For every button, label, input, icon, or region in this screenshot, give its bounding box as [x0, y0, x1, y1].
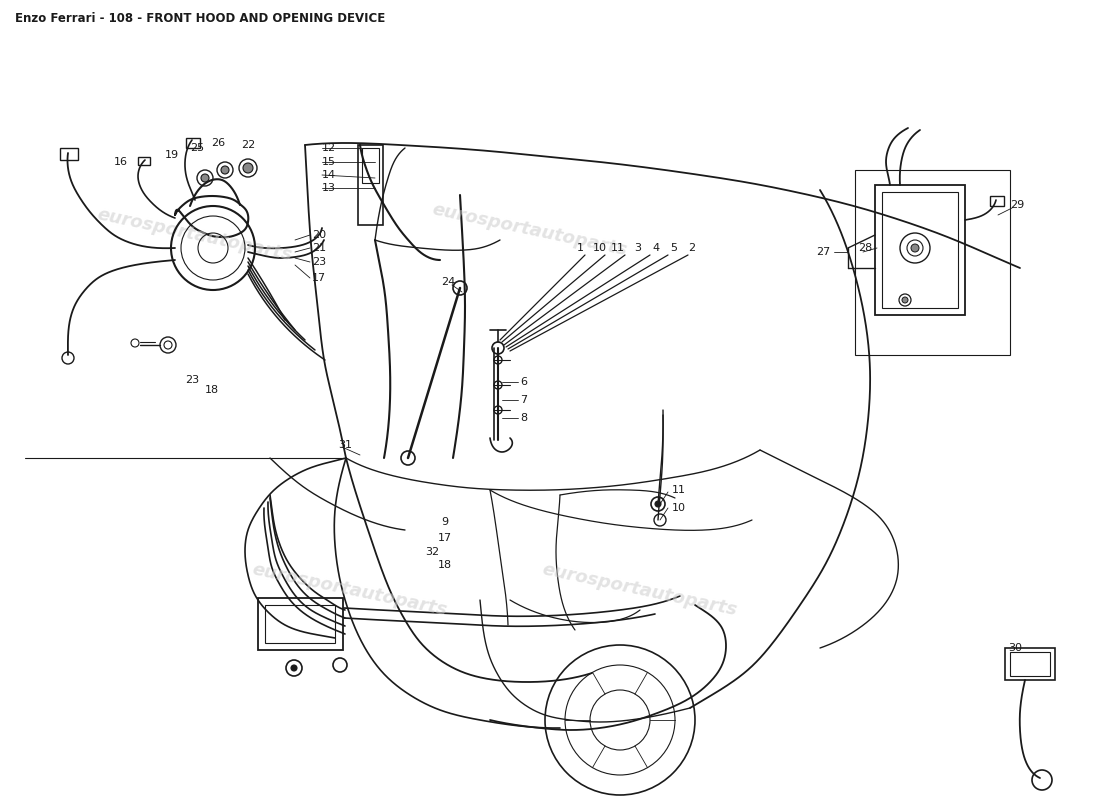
Text: eurosportautoparts: eurosportautoparts: [541, 561, 739, 619]
Circle shape: [902, 297, 908, 303]
Text: 21: 21: [312, 243, 326, 253]
Circle shape: [243, 163, 253, 173]
Text: 10: 10: [672, 503, 686, 513]
Bar: [138, 157, 150, 165]
Text: 11: 11: [610, 243, 625, 253]
Text: 19: 19: [165, 150, 179, 160]
Text: 13: 13: [322, 183, 335, 193]
Text: 29: 29: [1010, 200, 1024, 210]
Text: 7: 7: [520, 395, 527, 405]
Text: 3: 3: [635, 243, 641, 253]
Text: 2: 2: [689, 243, 695, 253]
Circle shape: [911, 244, 918, 252]
Text: 24: 24: [441, 277, 455, 287]
Text: 22: 22: [241, 140, 255, 150]
Bar: [1005, 648, 1055, 680]
Bar: [186, 138, 200, 148]
Text: 1: 1: [576, 243, 583, 253]
Bar: [874, 185, 965, 315]
Bar: [265, 605, 336, 643]
Text: 28: 28: [858, 243, 872, 253]
Text: 18: 18: [205, 385, 219, 395]
Text: eurosportautoparts: eurosportautoparts: [251, 561, 449, 619]
Bar: [358, 145, 383, 225]
Text: 14: 14: [322, 170, 337, 180]
Text: 23: 23: [312, 257, 326, 267]
Circle shape: [292, 665, 297, 671]
Circle shape: [654, 501, 661, 507]
Text: 20: 20: [312, 230, 326, 240]
Circle shape: [201, 174, 209, 182]
Text: 15: 15: [322, 157, 335, 167]
Text: 26: 26: [211, 138, 226, 148]
Bar: [362, 148, 380, 183]
Text: 4: 4: [652, 243, 660, 253]
Text: Enzo Ferrari - 108 - FRONT HOOD AND OPENING DEVICE: Enzo Ferrari - 108 - FRONT HOOD AND OPEN…: [15, 11, 385, 25]
Text: 8: 8: [520, 413, 527, 423]
Text: 31: 31: [338, 440, 352, 450]
Text: eurosportautoparts: eurosportautoparts: [431, 201, 629, 259]
Text: 11: 11: [672, 485, 686, 495]
Text: 17: 17: [438, 533, 452, 543]
Bar: [258, 598, 343, 650]
Text: eurosportautoparts: eurosportautoparts: [96, 206, 295, 265]
Text: 30: 30: [1008, 643, 1022, 653]
Bar: [990, 196, 1004, 206]
Text: 17: 17: [312, 273, 326, 283]
Text: 6: 6: [520, 377, 527, 387]
Text: 12: 12: [322, 143, 337, 153]
Text: 32: 32: [425, 547, 439, 557]
Text: 27: 27: [816, 247, 831, 257]
Circle shape: [221, 166, 229, 174]
Text: 10: 10: [593, 243, 607, 253]
Bar: [1010, 652, 1050, 676]
Bar: [855, 170, 1010, 355]
Text: 23: 23: [185, 375, 199, 385]
Text: 9: 9: [441, 517, 449, 527]
Text: 16: 16: [114, 157, 128, 167]
Text: 5: 5: [671, 243, 678, 253]
Text: 25: 25: [190, 143, 205, 153]
Bar: [60, 148, 78, 160]
Bar: [882, 192, 958, 308]
Text: 18: 18: [438, 560, 452, 570]
